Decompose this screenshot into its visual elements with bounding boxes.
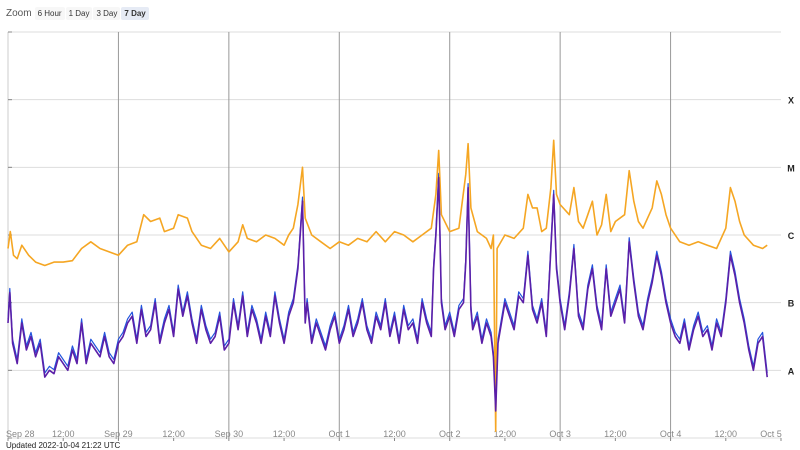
series-short-secondary-line — [7, 172, 768, 408]
x-tick-label: Oct 2 — [439, 429, 461, 439]
x-tick-label: Sep 28 — [6, 429, 35, 439]
series-long-channel-line — [7, 139, 768, 432]
x-tick-label: 12:00 — [494, 429, 517, 439]
x-tick-label: 12:00 — [715, 429, 738, 439]
x-tick-label: Sep 30 — [215, 429, 244, 439]
class-label-c: C — [788, 231, 795, 241]
x-tick-label: 12:00 — [52, 429, 75, 439]
zoom-3-day-button[interactable]: 3 Day — [93, 6, 121, 20]
x-tick-label: Oct 3 — [549, 429, 571, 439]
zoom-6-hour-button[interactable]: 6 Hour — [34, 6, 65, 20]
x-tick-label: Oct 4 — [660, 429, 682, 439]
x-tick-label: Oct 1 — [329, 429, 351, 439]
series-short-channel-line — [7, 176, 768, 412]
x-tick-label: Sep 29 — [104, 429, 133, 439]
zoom-bar: Zoom 6 Hour 1 Day 3 Day 7 Day — [6, 5, 150, 21]
zoom-7-day-button[interactable]: 7 Day — [121, 6, 149, 20]
zoom-1-day-button[interactable]: 1 Day — [65, 6, 93, 20]
x-tick-label: 12:00 — [273, 429, 296, 439]
class-label-b: B — [788, 299, 795, 309]
zoom-label: Zoom — [6, 7, 32, 19]
class-label-m: M — [787, 163, 795, 173]
class-label-x: X — [788, 96, 794, 106]
x-tick-label: Oct 5 — [760, 429, 782, 439]
class-label-a: A — [788, 366, 795, 376]
x-tick-label: 12:00 — [162, 429, 185, 439]
updated-timestamp: Updated 2022-10-04 21:22 UTC — [6, 441, 121, 450]
x-tick-label: 12:00 — [383, 429, 406, 439]
x-tick-label: 12:00 — [604, 429, 627, 439]
